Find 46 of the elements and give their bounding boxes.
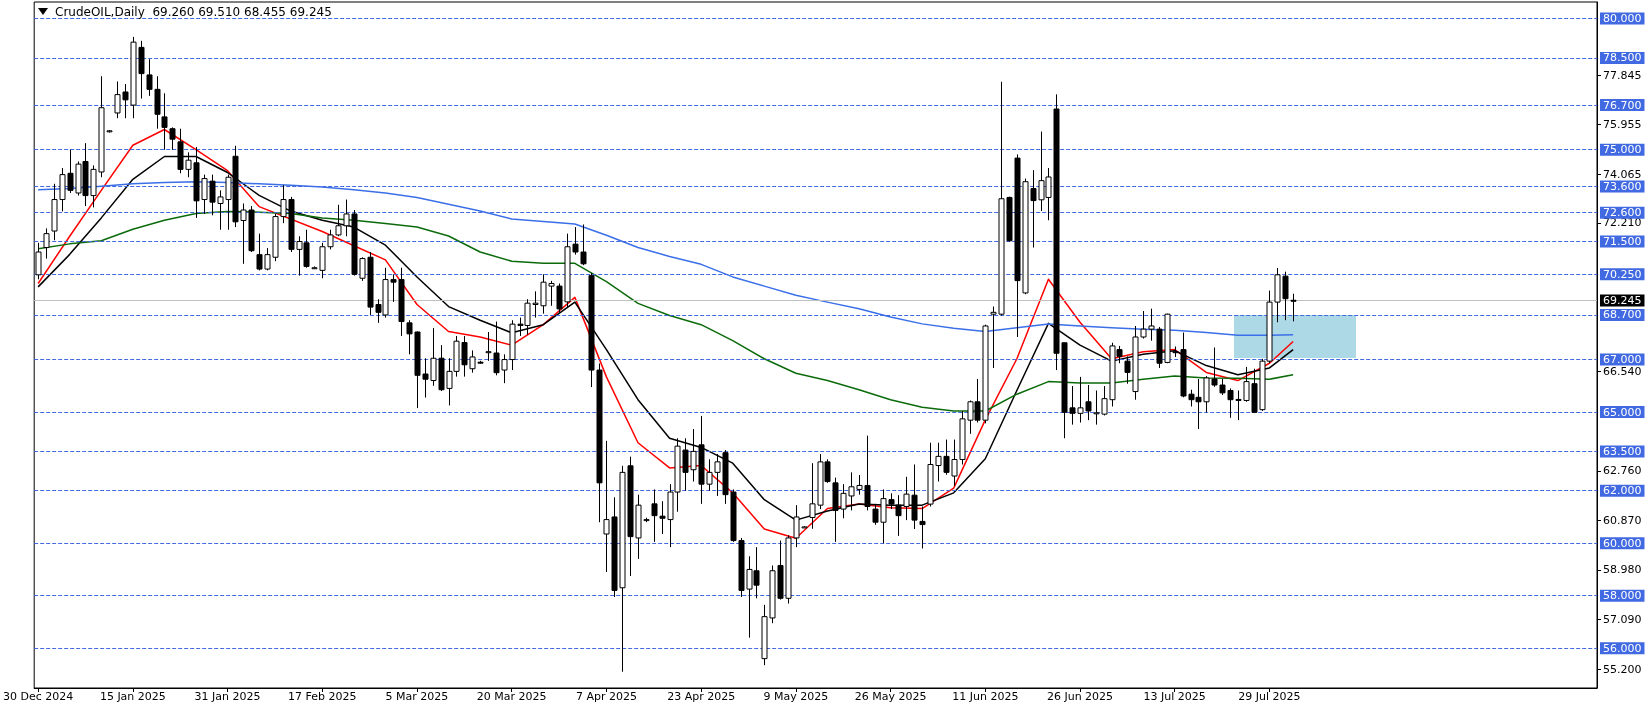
ref-line-label: 58.000: [1603, 589, 1642, 603]
ref-line-label: 75.000: [1603, 143, 1642, 157]
y-tick-label: 75.955: [1603, 118, 1642, 132]
candlestick: [651, 488, 658, 543]
y-tick-label: 58.980: [1603, 563, 1642, 577]
y-tick-label: 74.065: [1603, 167, 1642, 181]
candlestick: [43, 227, 50, 260]
ref-line-label: 65.000: [1603, 405, 1642, 419]
x-tick-label: 9 May 2025: [763, 690, 829, 703]
candlestick: [1290, 293, 1297, 322]
x-tick-label: 20 Mar 2025: [476, 690, 547, 703]
x-tick-label: 7 Apr 2025: [575, 690, 637, 703]
candlestick: [161, 92, 168, 151]
ref-line-label: 71.500: [1603, 235, 1642, 249]
ref-line-label: 76.700: [1603, 98, 1642, 112]
ref-line-label: 68.700: [1603, 308, 1642, 322]
x-tick-label: 29 Jul 2025: [1238, 690, 1301, 703]
x-tick-label: 31 Jan 2025: [194, 690, 261, 703]
line-series: [37, 210, 1294, 412]
x-tick-label: 15 Jan 2025: [99, 690, 166, 703]
ref-line-label: 63.500: [1603, 444, 1642, 458]
x-tick-label: 26 Jun 2025: [1046, 690, 1114, 703]
ref-line-label: 62.000: [1603, 484, 1642, 498]
y-tick-label: 62.760: [1603, 464, 1642, 478]
x-tick-label: 26 May 2025: [854, 690, 927, 703]
x-tick-label: 17 Feb 2025: [288, 690, 357, 703]
ref-line-label: 70.250: [1603, 267, 1642, 281]
y-tick-label: 77.845: [1603, 68, 1642, 82]
x-tick-label: 5 Mar 2025: [385, 690, 449, 703]
ref-line-label: 69.245: [1603, 294, 1642, 308]
y-tick-label: 55.200: [1603, 662, 1642, 676]
x-tick-label: 11 Jun 2025: [952, 690, 1019, 703]
x-tick-label: 23 Apr 2025: [667, 690, 736, 703]
ref-line-label: 80.000: [1603, 12, 1642, 26]
y-tick-label: 57.090: [1603, 613, 1642, 627]
ref-line-label: 60.000: [1603, 536, 1642, 550]
ref-line-label: 56.000: [1603, 641, 1642, 655]
y-tick-label: 60.870: [1603, 513, 1642, 527]
ref-line-label: 67.000: [1603, 353, 1642, 367]
ref-line-label: 73.600: [1603, 179, 1642, 193]
chart-title: CrudeOIL,Daily 69.260 69.510 68.455 69.245: [55, 5, 332, 19]
ref-line-label: 78.500: [1603, 51, 1642, 65]
candlestick: [169, 126, 176, 151]
x-tick-label: 13 Jul 2025: [1143, 690, 1206, 703]
y-tick-label: 66.540: [1603, 365, 1642, 379]
x-tick-label: 30 Dec 2024: [2, 690, 74, 703]
